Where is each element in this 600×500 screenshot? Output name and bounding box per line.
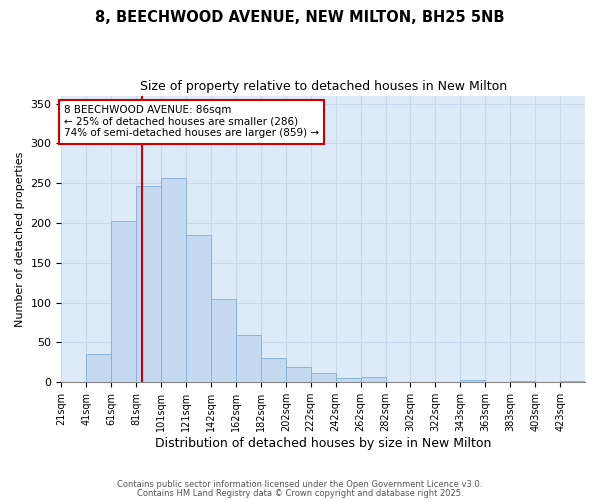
Bar xyxy=(186,235,211,382)
Bar xyxy=(286,367,311,382)
X-axis label: Distribution of detached houses by size in New Milton: Distribution of detached houses by size … xyxy=(155,437,491,450)
Bar xyxy=(311,374,335,382)
Bar xyxy=(335,378,361,382)
Bar xyxy=(261,358,286,382)
Text: Contains public sector information licensed under the Open Government Licence v3: Contains public sector information licen… xyxy=(118,480,482,489)
Y-axis label: Number of detached properties: Number of detached properties xyxy=(15,151,25,326)
Bar xyxy=(510,380,535,382)
Text: Contains HM Land Registry data © Crown copyright and database right 2025.: Contains HM Land Registry data © Crown c… xyxy=(137,488,463,498)
Text: 8, BEECHWOOD AVENUE, NEW MILTON, BH25 5NB: 8, BEECHWOOD AVENUE, NEW MILTON, BH25 5N… xyxy=(95,10,505,25)
Bar xyxy=(560,380,585,382)
Bar xyxy=(86,354,111,382)
Bar xyxy=(161,178,186,382)
Bar xyxy=(460,380,485,382)
Bar xyxy=(361,378,386,382)
Bar xyxy=(236,335,261,382)
Text: 8 BEECHWOOD AVENUE: 86sqm
← 25% of detached houses are smaller (286)
74% of semi: 8 BEECHWOOD AVENUE: 86sqm ← 25% of detac… xyxy=(64,105,319,138)
Bar xyxy=(211,298,236,382)
Title: Size of property relative to detached houses in New Milton: Size of property relative to detached ho… xyxy=(140,80,507,93)
Bar xyxy=(111,220,136,382)
Bar xyxy=(136,186,161,382)
